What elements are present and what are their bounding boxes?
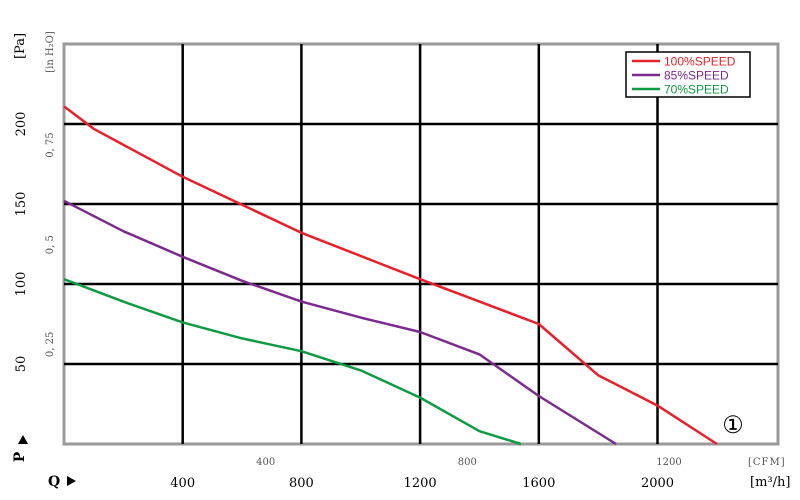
y-tick-labels: 50 100 150 200 bbox=[14, 112, 29, 373]
y-axis-unit: [Pa] bbox=[13, 33, 28, 59]
x-tick-label: 400 bbox=[170, 476, 195, 491]
grid-lines bbox=[64, 44, 778, 444]
inh2o-tick-label: 0, 5 bbox=[45, 235, 56, 254]
series-line-2 bbox=[63, 199, 617, 446]
legend-label-1: 100%SPEED bbox=[664, 55, 736, 69]
x2-axis-unit: [CFM] bbox=[748, 457, 786, 468]
cfm-tick-labels: 400 800 1200 bbox=[256, 457, 682, 468]
series-line-3 bbox=[63, 278, 522, 446]
q-axis-arrow-icon bbox=[67, 476, 76, 486]
x-axis-unit: [m³/h] bbox=[750, 475, 790, 490]
cfm-tick-label: 800 bbox=[458, 457, 477, 468]
x-tick-label: 1200 bbox=[404, 476, 437, 491]
x-tick-label: 2000 bbox=[641, 476, 674, 491]
inh2o-tick-label: 0, 25 bbox=[45, 332, 56, 357]
inh2o-tick-label: 0, 75 bbox=[45, 132, 56, 157]
p-axis-arrow-icon bbox=[18, 435, 28, 444]
cfm-tick-label: 400 bbox=[256, 457, 275, 468]
curve-group bbox=[63, 105, 718, 446]
legend-label-3: 70%SPEED bbox=[664, 83, 729, 97]
x-tick-label: 1600 bbox=[522, 476, 555, 491]
y-tick-label: 50 bbox=[14, 356, 29, 373]
series-line-1 bbox=[63, 105, 718, 446]
curve-number-annotation: ① bbox=[722, 411, 744, 439]
y-tick-label: 150 bbox=[14, 192, 29, 217]
q-axis-symbol: Q bbox=[48, 474, 60, 490]
y2-axis-unit: [in H₂O] bbox=[45, 31, 56, 73]
y-tick-label: 200 bbox=[14, 112, 29, 137]
inh2o-tick-labels: 0, 25 0, 5 0, 75 bbox=[45, 132, 56, 357]
p-axis-symbol: P bbox=[12, 451, 28, 462]
legend-label-2: 85%SPEED bbox=[664, 69, 729, 83]
x-tick-label: 800 bbox=[289, 476, 314, 491]
x-tick-labels: 400 800 1200 1600 2000 bbox=[170, 476, 674, 491]
cfm-tick-label: 1200 bbox=[656, 457, 681, 468]
y-tick-label: 100 bbox=[14, 272, 29, 297]
